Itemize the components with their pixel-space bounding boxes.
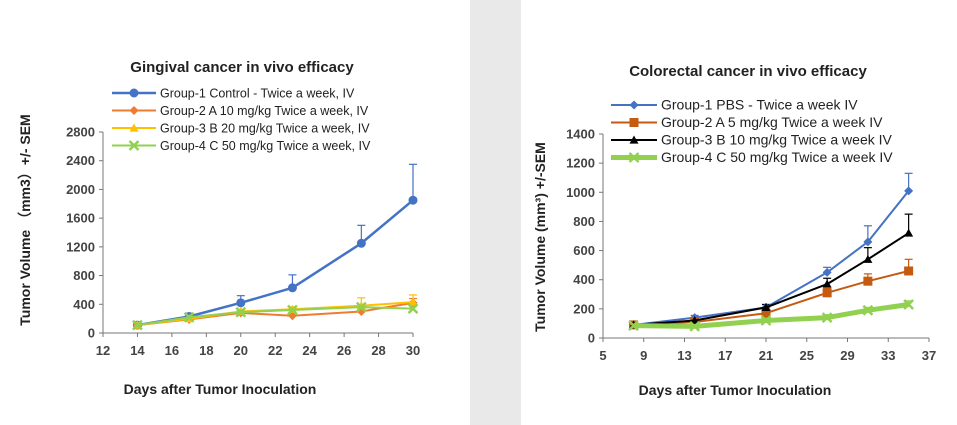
data-point [760,315,772,326]
legend-label: Group-3 B 10 mg/kg Twice a week IV [661,132,893,148]
data-point [132,319,143,331]
y-tick-label: 800 [73,268,95,283]
x-tick-label: 29 [840,348,854,363]
legend-label: Group-2 A 5 mg/kg Twice a week IV [661,114,883,130]
data-point [408,297,418,306]
x-tick-label: 5 [599,348,606,363]
series-line [633,190,910,326]
y-tick-label: 0 [88,326,95,341]
y-tick-label: 1200 [66,239,95,254]
series-line [137,199,414,327]
x-tick-label: 24 [302,343,317,358]
series-line [137,306,414,327]
data-point [822,267,832,277]
data-point [287,304,298,316]
data-point [355,301,367,313]
legend-label: Group-4 C 50 mg/kg Twice a week IV [661,149,893,165]
data-point [761,308,771,318]
x-tick-label: 12 [96,343,110,358]
x-axis-label: Days after Tumor Inoculation [639,382,832,398]
y-tick-label: 400 [573,272,595,287]
data-point [235,306,247,318]
data-point [356,238,366,248]
data-point [408,195,418,205]
y-tick-label: 1200 [566,156,595,171]
data-point [183,311,195,323]
left-chart-panel: 0 400 800 1200 1600 2000 2400 2800 12 14 16 18 20 22 2… [0,0,470,425]
x-tick-label: 20 [234,343,248,358]
legend-swatch-marker [629,100,639,110]
series-line [633,232,910,326]
x-tick-label: 14 [130,343,145,358]
data-point [287,283,297,293]
x-tick-label: 25 [800,348,814,363]
legend-label: Group-1 PBS - Twice a week IV [661,97,858,113]
y-tick-label: 200 [573,301,595,316]
data-point [689,320,701,332]
y-tick-label: 2800 [66,125,95,140]
x-tick-label: 9 [640,348,647,363]
y-axis-label: Tumor Volume （mm3）+/- SEM [17,114,33,325]
legend-swatch-marker [129,88,139,98]
x-tick-label: 13 [677,348,691,363]
series-line [137,301,414,327]
y-tick-label: 1400 [566,127,595,142]
x-tick-label: 18 [199,343,213,358]
x-axis-label: Days after Tumor Inoculation [124,381,317,397]
data-point [904,186,914,196]
x-tick-label: 17 [718,348,732,363]
right-chart-panel: 0 200 400 600 800 1000 1200 1400 5 9 13 17 21 25 29 33 3… [521,0,957,425]
series-line [633,302,909,329]
data-point [407,303,419,314]
data-point [903,299,915,310]
y-tick-label: 600 [573,243,595,258]
data-point [822,288,832,298]
legend-label: Group-2 A 10 mg/kg Twice a week, IV [160,104,369,118]
x-tick-label: 33 [881,348,895,363]
y-tick-label: 1600 [66,211,95,226]
data-point [690,316,700,325]
y-tick-label: 0 [588,331,595,346]
legend-label: Group-3 B 20 mg/kg Twice a week, IV [160,122,370,136]
y-tick-label: 2400 [66,153,95,168]
legend-swatch-marker [128,140,140,151]
legend-swatch-marker [129,106,139,115]
y-tick-label: 400 [73,297,95,312]
chart-title: Gingival cancer in vivo efficacy [130,59,354,76]
legend-swatch-marker [129,123,139,132]
data-point [236,298,246,308]
y-tick-label: 2000 [66,182,95,197]
data-point [904,228,914,237]
data-point [821,312,833,323]
gingival-chart: 0 400 800 1200 1600 2000 2400 2800 12 14 16 18 20 22 2… [17,59,420,397]
colorectal-chart: 0 200 400 600 800 1000 1200 1400 5 9 13 17 21 25 29 33 3… [532,63,936,398]
data-point [863,276,873,286]
x-tick-label: 28 [371,343,385,358]
chart-title: Colorectal cancer in vivo efficacy [629,63,867,80]
series-line [633,270,909,326]
y-tick-label: 1000 [566,185,595,200]
data-point [761,302,771,311]
legend-label: Group-4 C 50 mg/kg Twice a week, IV [160,139,371,153]
y-axis-label: Tumor Volume (mm³) +/-SEM [532,142,548,332]
x-tick-label: 30 [406,343,420,358]
x-tick-label: 22 [268,343,282,358]
data-point [628,320,639,331]
x-tick-label: 37 [922,348,936,363]
legend-label: Group-1 Control - Twice a week, IV [160,87,355,101]
y-tick-label: 800 [573,214,595,229]
series-line [137,301,414,327]
data-point [862,304,874,316]
x-tick-label: 16 [165,343,179,358]
legend-swatch-marker [629,135,639,144]
data-point [863,237,873,247]
data-point [863,254,873,263]
data-point [904,266,914,276]
x-tick-label: 26 [337,343,351,358]
legend-swatch-marker [628,152,640,163]
data-point [822,279,832,288]
legend-swatch-marker [629,118,639,127]
x-tick-label: 21 [759,348,773,363]
